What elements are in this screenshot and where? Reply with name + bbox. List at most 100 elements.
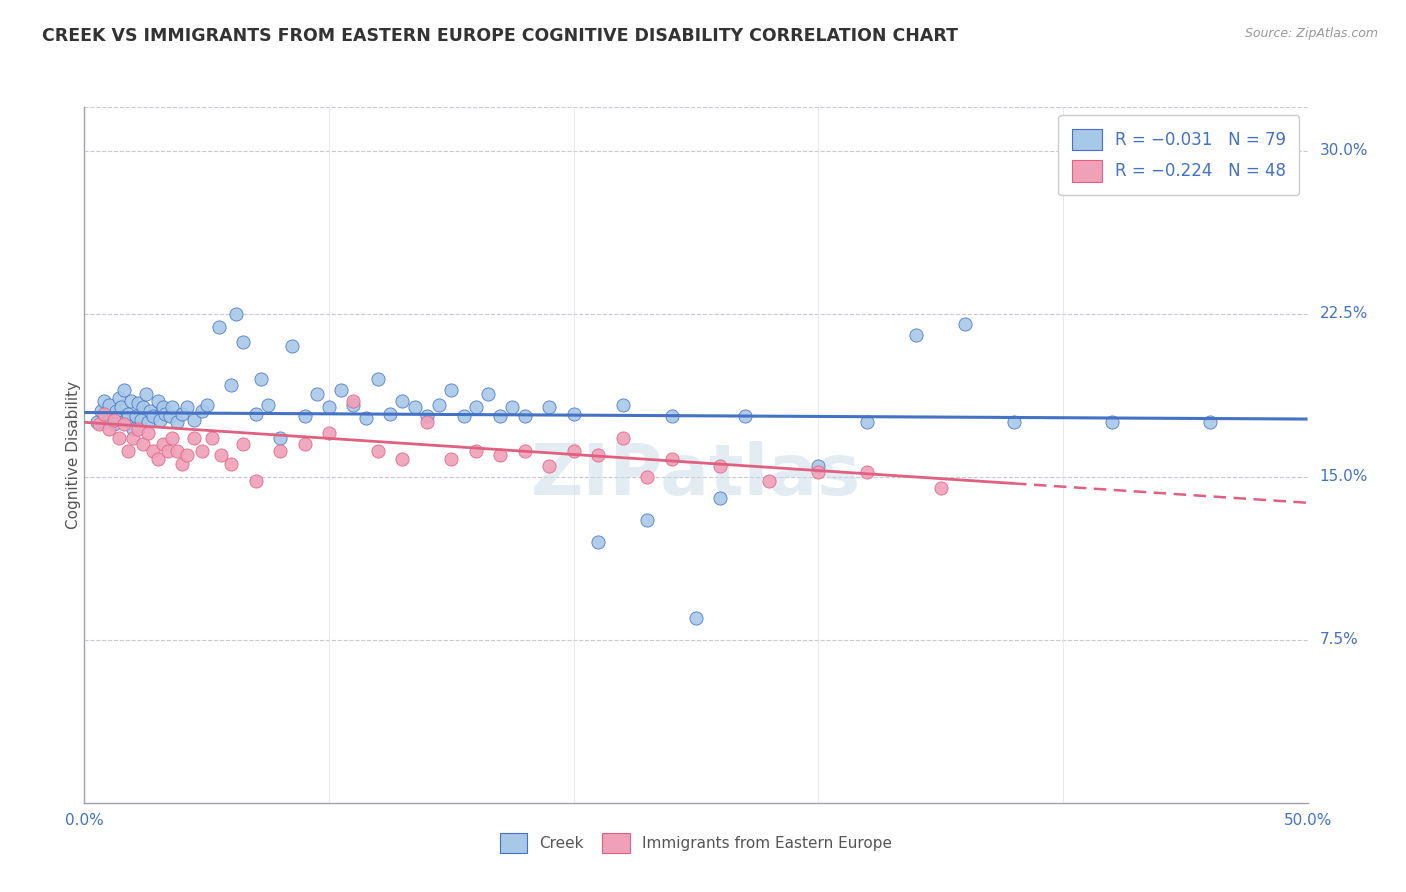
Point	[146, 452, 169, 467]
Point	[127, 396, 149, 410]
Point	[1101, 415, 1123, 429]
Point	[152, 400, 174, 414]
Point	[427, 398, 450, 412]
Point	[538, 458, 561, 473]
Point	[149, 413, 172, 427]
Point	[440, 452, 463, 467]
Point	[807, 466, 830, 480]
Point	[709, 458, 731, 473]
Point	[232, 437, 254, 451]
Point	[612, 398, 634, 412]
Point	[464, 443, 486, 458]
Point	[110, 400, 132, 414]
Point	[103, 413, 125, 427]
Point	[191, 443, 214, 458]
Point	[127, 422, 149, 436]
Y-axis label: Cognitive Disability: Cognitive Disability	[66, 381, 80, 529]
Point	[318, 426, 340, 441]
Point	[142, 443, 165, 458]
Point	[1198, 415, 1220, 429]
Point	[367, 372, 389, 386]
Point	[685, 611, 707, 625]
Point	[122, 422, 145, 436]
Point	[93, 393, 115, 408]
Text: 7.5%: 7.5%	[1320, 632, 1358, 648]
Point	[125, 409, 148, 423]
Point	[294, 409, 316, 423]
Point	[107, 431, 129, 445]
Point	[225, 307, 247, 321]
Point	[139, 404, 162, 418]
Point	[294, 437, 316, 451]
Point	[464, 400, 486, 414]
Point	[513, 443, 536, 458]
Point	[132, 437, 155, 451]
Point	[636, 513, 658, 527]
Point	[117, 443, 139, 458]
Point	[156, 443, 179, 458]
Point	[489, 409, 512, 423]
Point	[330, 383, 353, 397]
Point	[176, 400, 198, 414]
Point	[159, 409, 181, 423]
Point	[269, 443, 291, 458]
Point	[416, 415, 439, 429]
Point	[391, 393, 413, 408]
Point	[245, 474, 267, 488]
Point	[107, 392, 129, 406]
Point	[195, 398, 218, 412]
Point	[905, 328, 928, 343]
Point	[856, 466, 879, 480]
Text: Source: ZipAtlas.com: Source: ZipAtlas.com	[1244, 27, 1378, 40]
Point	[661, 452, 683, 467]
Point	[380, 407, 402, 421]
Legend: Creek, Immigrants from Eastern Europe: Creek, Immigrants from Eastern Europe	[488, 821, 904, 864]
Point	[166, 443, 188, 458]
Point	[562, 407, 585, 421]
Point	[232, 334, 254, 349]
Point	[929, 481, 952, 495]
Point	[245, 407, 267, 421]
Point	[538, 400, 561, 414]
Text: 22.5%: 22.5%	[1320, 306, 1368, 321]
Point	[103, 417, 125, 432]
Point	[132, 400, 155, 414]
Point	[153, 407, 176, 421]
Point	[734, 409, 756, 423]
Point	[489, 448, 512, 462]
Point	[513, 409, 536, 423]
Point	[404, 400, 426, 414]
Point	[135, 387, 157, 401]
Point	[200, 431, 222, 445]
Point	[249, 372, 271, 386]
Point	[117, 407, 139, 421]
Point	[120, 393, 142, 408]
Point	[97, 413, 120, 427]
Point	[612, 431, 634, 445]
Point	[105, 404, 128, 418]
Point	[166, 415, 188, 429]
Point	[416, 409, 439, 423]
Point	[162, 400, 184, 414]
Point	[97, 398, 120, 412]
Point	[112, 383, 135, 397]
Point	[856, 415, 879, 429]
Point	[354, 411, 377, 425]
Point	[318, 400, 340, 414]
Point	[758, 474, 780, 488]
Point	[219, 457, 242, 471]
Point	[501, 400, 523, 414]
Text: CREEK VS IMMIGRANTS FROM EASTERN EUROPE COGNITIVE DISABILITY CORRELATION CHART: CREEK VS IMMIGRANTS FROM EASTERN EUROPE …	[42, 27, 957, 45]
Point	[90, 404, 112, 418]
Point	[136, 415, 159, 429]
Point	[305, 387, 328, 401]
Point	[807, 458, 830, 473]
Point	[142, 409, 165, 423]
Point	[586, 448, 609, 462]
Point	[86, 415, 108, 429]
Point	[636, 469, 658, 483]
Point	[97, 422, 120, 436]
Point	[172, 407, 194, 421]
Point	[709, 491, 731, 506]
Point	[953, 318, 976, 332]
